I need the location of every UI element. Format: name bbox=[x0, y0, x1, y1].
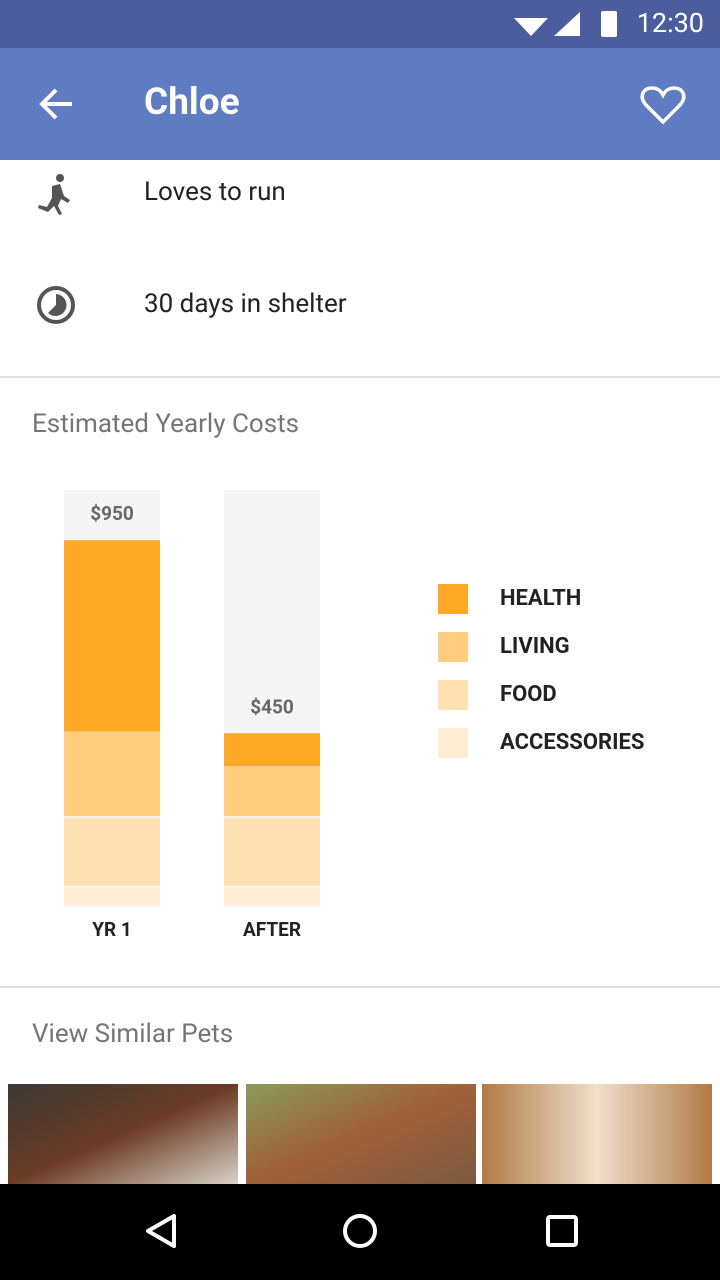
nav-bar bbox=[0, 1184, 720, 1280]
legend-label: FOOD bbox=[500, 682, 557, 707]
nav-recents[interactable] bbox=[546, 1215, 578, 1247]
total-label: $450 bbox=[250, 695, 294, 718]
legend-swatch bbox=[438, 728, 468, 758]
bar-segment bbox=[224, 887, 320, 905]
favorite-button[interactable] bbox=[640, 86, 686, 125]
status-bar bbox=[0, 0, 720, 48]
bar-segment bbox=[64, 887, 160, 905]
pet-photo[interactable] bbox=[246, 1084, 476, 1184]
app-bar bbox=[0, 48, 720, 160]
bar-segment bbox=[64, 540, 160, 732]
divider bbox=[0, 376, 720, 378]
battery-icon bbox=[601, 11, 617, 37]
bar-segment bbox=[64, 818, 160, 886]
legend-swatch bbox=[438, 680, 468, 710]
section-title: View Similar Pets bbox=[32, 1019, 233, 1049]
x-tick-label: AFTER bbox=[243, 918, 301, 941]
bar-segment bbox=[224, 733, 320, 767]
pet-photo[interactable] bbox=[482, 1084, 712, 1184]
legend-label: HEALTH bbox=[500, 586, 581, 611]
legend-swatch bbox=[438, 584, 468, 614]
back-button[interactable] bbox=[39, 88, 72, 120]
bar-segment bbox=[224, 818, 320, 886]
x-tick-label: YR 1 bbox=[92, 918, 132, 941]
trait: 30 days in shelter bbox=[144, 289, 347, 319]
bar-segment bbox=[64, 731, 160, 817]
legend-label: ACCESSORIES bbox=[500, 730, 644, 755]
legend-swatch bbox=[438, 632, 468, 662]
bar-segment bbox=[224, 766, 320, 817]
pet-photo[interactable] bbox=[8, 1084, 238, 1184]
chart: $950 YR 1 $450 AFTER HEALTH LIVING FOOD ACCESSO… bbox=[64, 490, 644, 941]
run-icon bbox=[38, 174, 70, 215]
nav-back[interactable] bbox=[146, 1214, 176, 1248]
wifi-icon bbox=[514, 18, 548, 36]
app-title: Chloe bbox=[144, 81, 240, 124]
trait: Loves to run bbox=[144, 177, 286, 207]
chart-title: Estimated Yearly Costs bbox=[32, 409, 299, 439]
signal-icon bbox=[554, 12, 580, 36]
legend-label: LIVING bbox=[500, 634, 570, 659]
total-label: $950 bbox=[90, 502, 134, 525]
clock: 12:30 bbox=[637, 7, 704, 39]
nav-home[interactable] bbox=[343, 1214, 377, 1248]
clock-icon bbox=[37, 286, 75, 324]
divider bbox=[0, 986, 720, 988]
